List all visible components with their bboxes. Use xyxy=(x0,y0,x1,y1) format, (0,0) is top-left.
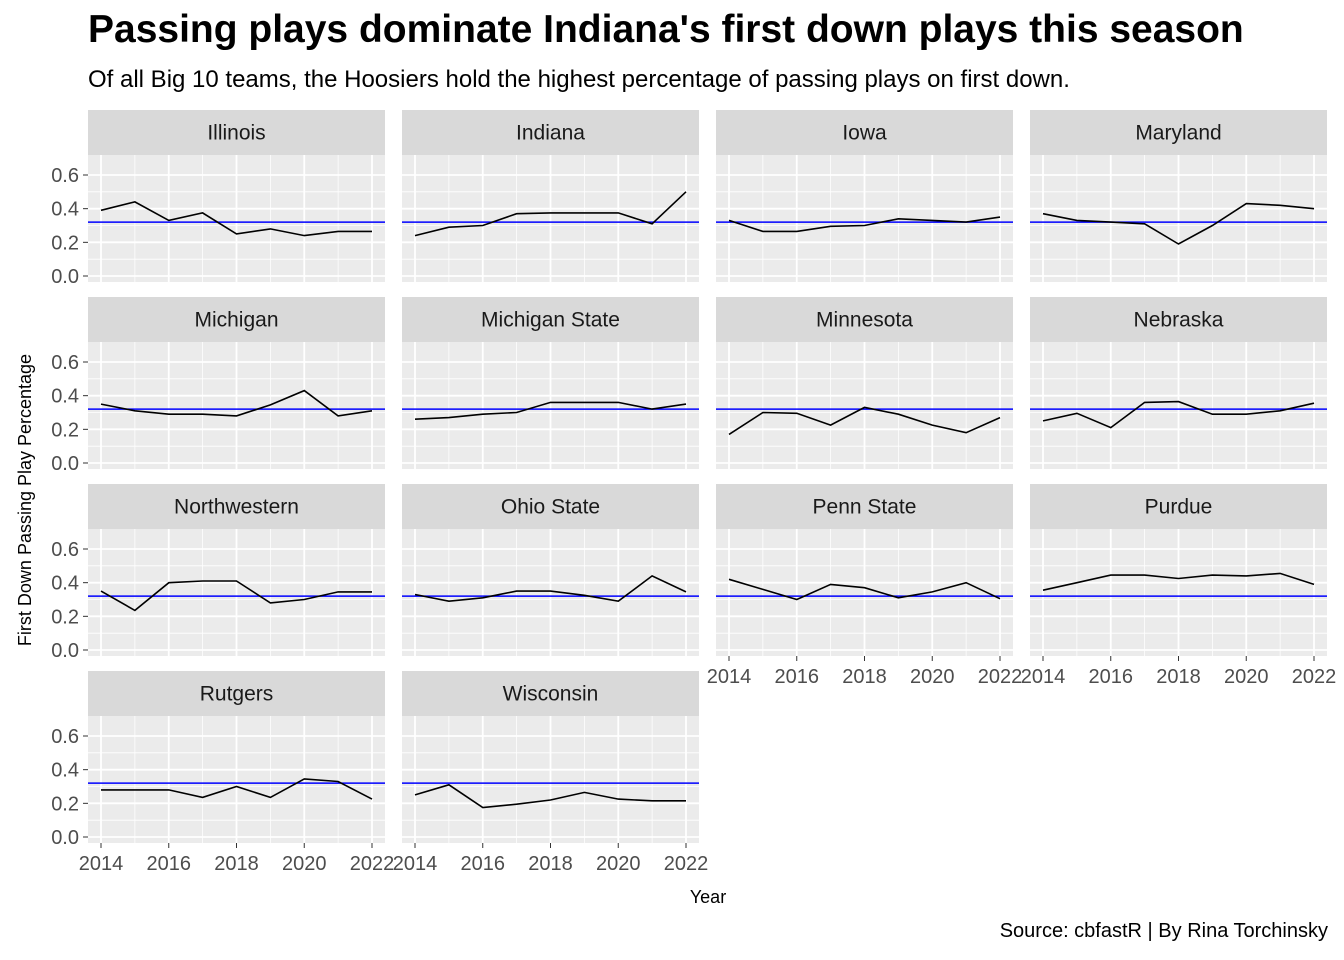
x-tick-label: 2016 xyxy=(147,853,192,875)
facet-strip-michigan xyxy=(88,297,385,342)
x-tick-label: 2022 xyxy=(978,666,1023,688)
x-tick-label: 2016 xyxy=(1089,666,1134,688)
facet-label-ohio-state: Ohio State xyxy=(501,496,600,519)
x-tick-label: 2014 xyxy=(393,853,438,875)
y-tick-label: 0.0 xyxy=(51,827,79,849)
facet-label-purdue: Purdue xyxy=(1145,496,1213,519)
x-axis-title: Year xyxy=(690,887,726,907)
x-tick-label: 2020 xyxy=(1224,666,1269,688)
x-tick-label: 2018 xyxy=(1156,666,1201,688)
series-line-purdue xyxy=(1042,572,1315,591)
y-tick-label: 0.0 xyxy=(51,453,79,475)
facet-strip-iowa xyxy=(716,110,1013,155)
facet-strip-wisconsin xyxy=(402,671,699,716)
y-tick-label: 0.4 xyxy=(51,199,79,221)
facet-strip-purdue xyxy=(1030,484,1327,529)
series-line-maryland xyxy=(1042,202,1315,245)
x-tick-label: 2022 xyxy=(1292,666,1337,688)
y-tick-label: 0.0 xyxy=(51,266,79,288)
x-tick-label: 2018 xyxy=(214,853,259,875)
y-tick-label: 0.0 xyxy=(51,640,79,662)
facet-strip-minnesota xyxy=(716,297,1013,342)
y-tick-label: 0.2 xyxy=(51,232,79,254)
y-tick-label: 0.6 xyxy=(51,165,79,187)
facet-label-iowa: Iowa xyxy=(842,122,887,145)
facet-strip-rutgers xyxy=(88,671,385,716)
facet-label-wisconsin: Wisconsin xyxy=(503,683,599,706)
facet-strip-ohio-state xyxy=(402,484,699,529)
series-line-minnesota xyxy=(728,406,1001,436)
y-tick-label: 0.4 xyxy=(51,386,79,408)
x-tick-label: 2020 xyxy=(282,853,327,875)
facet-label-michigan-state: Michigan State xyxy=(481,309,620,332)
facet-label-minnesota: Minnesota xyxy=(816,309,913,332)
facet-label-nebraska: Nebraska xyxy=(1134,309,1224,332)
y-tick-label: 0.2 xyxy=(51,419,79,441)
series-line-penn-state xyxy=(728,578,1001,601)
x-tick-label: 2014 xyxy=(1021,666,1066,688)
series-line-indiana xyxy=(414,191,687,237)
y-tick-label: 0.6 xyxy=(51,726,79,748)
facet-label-rutgers: Rutgers xyxy=(200,683,274,706)
series-line-michigan-state xyxy=(414,401,687,420)
y-tick-label: 0.6 xyxy=(51,539,79,561)
series-line-rutgers xyxy=(101,778,373,800)
x-tick-label: 2016 xyxy=(461,853,506,875)
chart-subtitle: Of all Big 10 teams, the Hoosiers hold t… xyxy=(88,66,1070,93)
facet-label-indiana: Indiana xyxy=(516,122,585,145)
facet-label-maryland: Maryland xyxy=(1135,122,1221,145)
facet-strip-maryland xyxy=(1030,110,1327,155)
source-caption: Source: cbfastR | By Rina Torchinsky xyxy=(999,920,1328,942)
facet-label-penn-state: Penn State xyxy=(813,496,917,519)
facet-label-michigan: Michigan xyxy=(194,309,278,332)
facet-label-illinois: Illinois xyxy=(207,122,265,145)
series-line-michigan xyxy=(100,389,373,417)
x-tick-label: 2014 xyxy=(79,853,124,875)
facet-strip-michigan-state xyxy=(402,297,699,342)
y-tick-label: 0.2 xyxy=(51,793,79,815)
x-tick-label: 2022 xyxy=(664,853,709,875)
series-line-northwestern xyxy=(100,580,372,612)
facet-label-northwestern: Northwestern xyxy=(174,496,299,519)
series-line-wisconsin xyxy=(414,783,686,809)
facet-strip-nebraska xyxy=(1030,297,1327,342)
x-tick-label: 2018 xyxy=(842,666,887,688)
x-tick-label: 2022 xyxy=(350,853,395,875)
series-line-illinois xyxy=(100,201,372,237)
x-tick-label: 2016 xyxy=(775,666,820,688)
facet-strip-illinois xyxy=(88,110,385,155)
y-tick-label: 0.4 xyxy=(51,760,79,782)
y-tick-label: 0.4 xyxy=(51,573,79,595)
facet-strip-indiana xyxy=(402,110,699,155)
facet-strip-penn-state xyxy=(716,484,1013,529)
x-tick-label: 2020 xyxy=(596,853,641,875)
chart-title: Passing plays dominate Indiana's first d… xyxy=(88,8,1244,51)
y-tick-label: 0.6 xyxy=(51,352,79,374)
facet-strip-northwestern xyxy=(88,484,385,529)
series-line-ohio-state xyxy=(414,574,687,603)
x-tick-label: 2014 xyxy=(707,666,752,688)
series-line-iowa xyxy=(728,216,1001,233)
y-axis-title: First Down Passing Play Percentage xyxy=(15,354,35,646)
series-line-nebraska xyxy=(1042,400,1315,429)
x-tick-label: 2020 xyxy=(910,666,955,688)
y-tick-label: 0.2 xyxy=(51,606,79,628)
x-tick-label: 2018 xyxy=(528,853,573,875)
